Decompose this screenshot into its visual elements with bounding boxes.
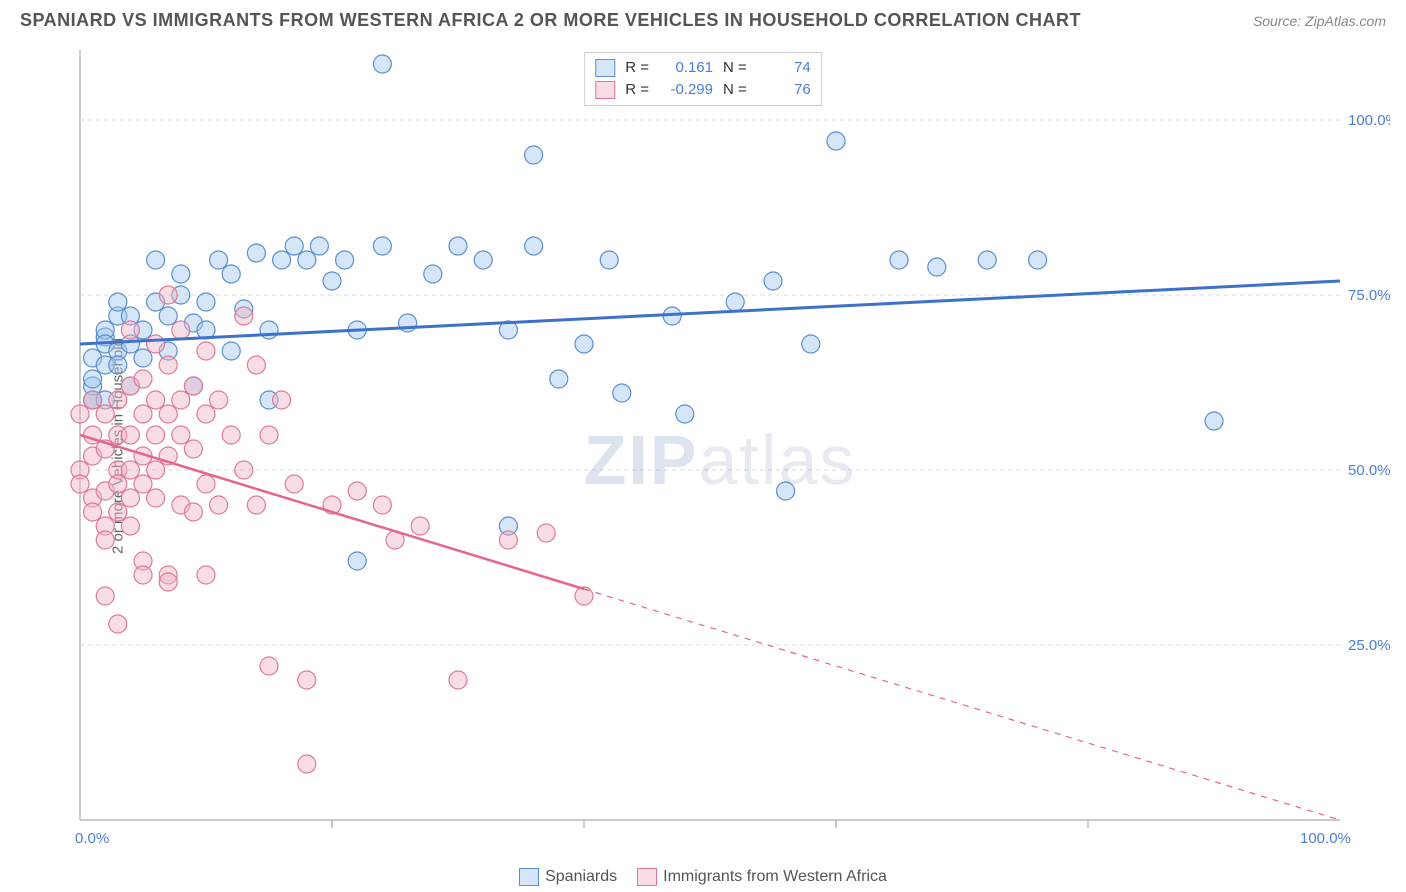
r-label: R =	[625, 79, 649, 101]
r-label: R =	[625, 57, 649, 79]
n-value-immigrants: 76	[755, 79, 811, 101]
scatter-chart-svg: 25.0% 50.0% 75.0% 100.0%	[50, 50, 1390, 870]
svg-text:75.0%: 75.0%	[1348, 287, 1390, 304]
swatch-immigrants-icon	[637, 868, 657, 886]
chart-area: 25.0%50.0%75.0%100.0% ZIPatlas	[50, 50, 1390, 870]
swatch-immigrants-icon	[595, 81, 615, 99]
r-value-spaniards: 0.161	[657, 57, 713, 79]
swatch-spaniards-icon	[595, 59, 615, 77]
legend-label-immigrants: Immigrants from Western Africa	[663, 868, 887, 886]
r-value-immigrants: -0.299	[657, 79, 713, 101]
x-tick-min: 0.0%	[75, 830, 109, 847]
source-credit: Source: ZipAtlas.com	[1253, 13, 1386, 29]
correlation-legend: R = 0.161 N = 74 R = -0.299 N = 76	[584, 52, 822, 106]
legend-item-spaniards: Spaniards	[519, 868, 617, 886]
correlation-row-2: R = -0.299 N = 76	[595, 79, 811, 101]
n-value-spaniards: 74	[755, 57, 811, 79]
series-legend: Spaniards Immigrants from Western Africa	[0, 868, 1406, 886]
correlation-row-1: R = 0.161 N = 74	[595, 57, 811, 79]
legend-label-spaniards: Spaniards	[545, 868, 617, 886]
svg-text:50.0%: 50.0%	[1348, 462, 1390, 479]
svg-text:25.0%: 25.0%	[1348, 637, 1390, 654]
swatch-spaniards-icon	[519, 868, 539, 886]
chart-title: SPANIARD VS IMMIGRANTS FROM WESTERN AFRI…	[20, 10, 1081, 31]
n-label: N =	[723, 79, 747, 101]
n-label: N =	[723, 57, 747, 79]
x-tick-max: 100.0%	[1300, 830, 1351, 847]
svg-text:100.0%: 100.0%	[1348, 112, 1390, 129]
legend-item-immigrants: Immigrants from Western Africa	[637, 868, 887, 886]
